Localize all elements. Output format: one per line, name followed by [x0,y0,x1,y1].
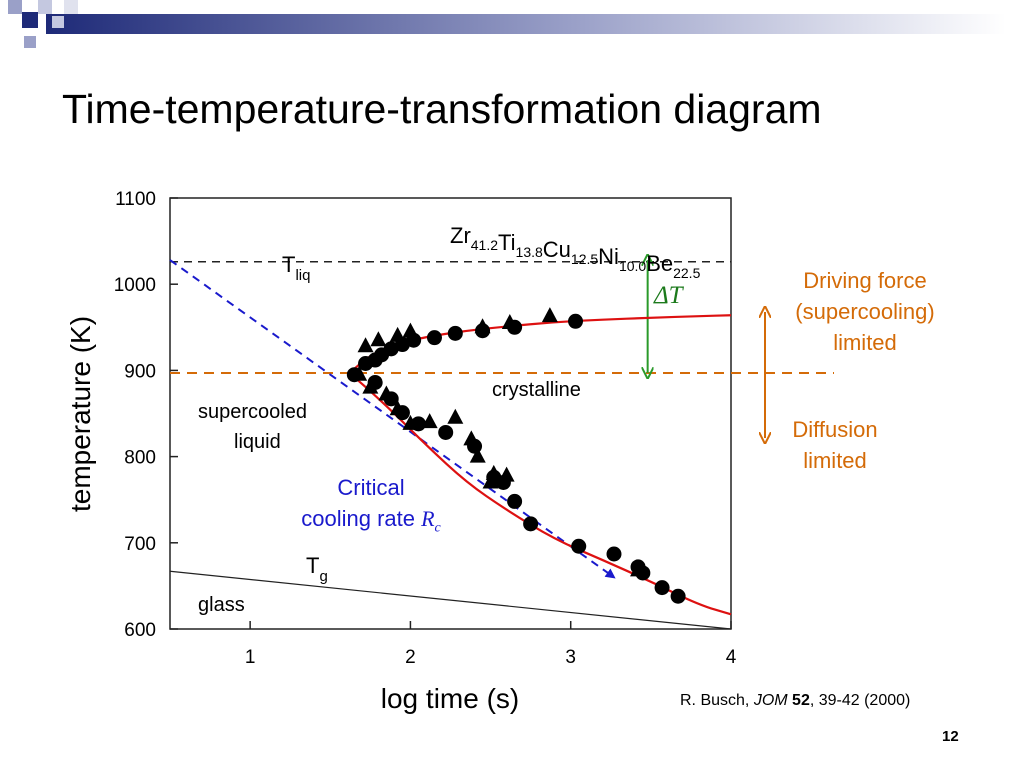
deco-square [52,16,64,28]
cooling-rate-label: cooling rate Rc [296,503,446,543]
slide-title: Time-temperature-transformation diagram [62,86,822,132]
data-point-triangle [378,385,395,401]
delta-t-label: ΔT [654,282,683,309]
data-point-circle [447,325,463,341]
citation-volume: 52 [792,692,810,709]
data-point-triangle [501,313,518,329]
data-point-triangle [447,408,464,424]
deco-square [38,0,52,14]
rc-letter: R [421,506,435,531]
x-tick-label: 4 [726,647,737,668]
critical-label: Critical [337,475,405,500]
data-point-triangle [357,337,374,353]
data-point-circle [571,538,587,554]
slide-header-decoration [8,0,1006,48]
data-point-circle [654,580,670,596]
y-tick-label: 1000 [114,275,156,296]
deco-square [8,0,22,14]
data-point-circle [606,546,622,562]
supercooled-region-label: supercooled [198,401,307,423]
y-tick-label: 900 [124,361,156,382]
data-point-circle [426,330,442,346]
data-point-triangle [402,414,419,430]
data-point-triangle [474,318,491,334]
critical-cooling-rate-arrow [169,259,616,579]
deco-square [22,12,38,28]
citation: R. Busch, JOM 52, 39-42 (2000) [680,692,910,710]
alloy-composition-label: Zr41.2Ti13.8Cu12.5Ni10.0Be22.5 [450,223,701,281]
page-number: 12 [942,728,959,745]
limited-label: limited [833,330,897,355]
data-point-triangle [421,413,438,429]
glass-transition-line [169,570,732,630]
data-point-circle [670,588,686,604]
supercooling-label: (supercooling) [795,299,935,324]
header-gradient-bar [46,14,1006,34]
limited-label: limited [803,448,867,473]
crystalline-region-label: crystalline [492,379,581,401]
rc-symbol: Rc [421,506,441,535]
diffusion-label: Diffusion [792,417,878,442]
deco-square [64,0,78,14]
citation-author: R. Busch, [680,692,754,709]
data-point-triangle [362,378,379,394]
data-point-triangle [389,400,406,416]
data-point-triangle [351,365,368,381]
data-point-triangle [370,331,387,347]
cooling-rate-text: cooling rate [301,506,422,531]
data-point-triangle [389,326,406,342]
y-tick-label: 1100 [115,189,156,210]
liquid-region-label: liquid [234,431,281,453]
deco-square [24,36,36,48]
glass-transition-label: Tg [306,553,328,585]
data-point-triangle [498,466,515,482]
y-tick-label: 700 [124,534,156,555]
liquidus-label: Tliq [282,252,310,284]
data-point-triangle [402,322,419,338]
x-axis-label: log time (s) [381,683,519,714]
data-point-triangle [482,473,499,489]
glass-region-label: glass [198,594,245,616]
rc-subscript: c [434,520,441,536]
data-point-circle [523,516,539,532]
y-tick-label: 800 [124,448,156,469]
data-point-circle [438,424,454,440]
x-tick-label: 3 [565,647,576,668]
diffusion-annotation: Diffusion limited [770,414,900,476]
x-tick-label: 2 [405,647,416,668]
y-tick-label: 600 [124,620,156,641]
plot-area-frame [169,197,732,630]
data-point-circle [507,493,523,509]
citation-pages: , 39-42 (2000) [809,692,911,709]
data-point-triangle [630,561,647,577]
data-point-triangle [541,307,558,323]
x-tick-label: 1 [245,647,256,668]
driving-force-label: Driving force [803,268,927,293]
citation-journal: JOM [753,692,788,709]
data-point-triangle [463,430,480,446]
y-axis-label: temperature (K) [65,316,96,512]
driving-force-annotation: Driving force (supercooling) limited [772,265,958,358]
critical-cooling-annotation: Critical cooling rate Rc [296,472,446,543]
data-point-triangle [469,447,486,463]
data-point-circle [568,313,584,329]
